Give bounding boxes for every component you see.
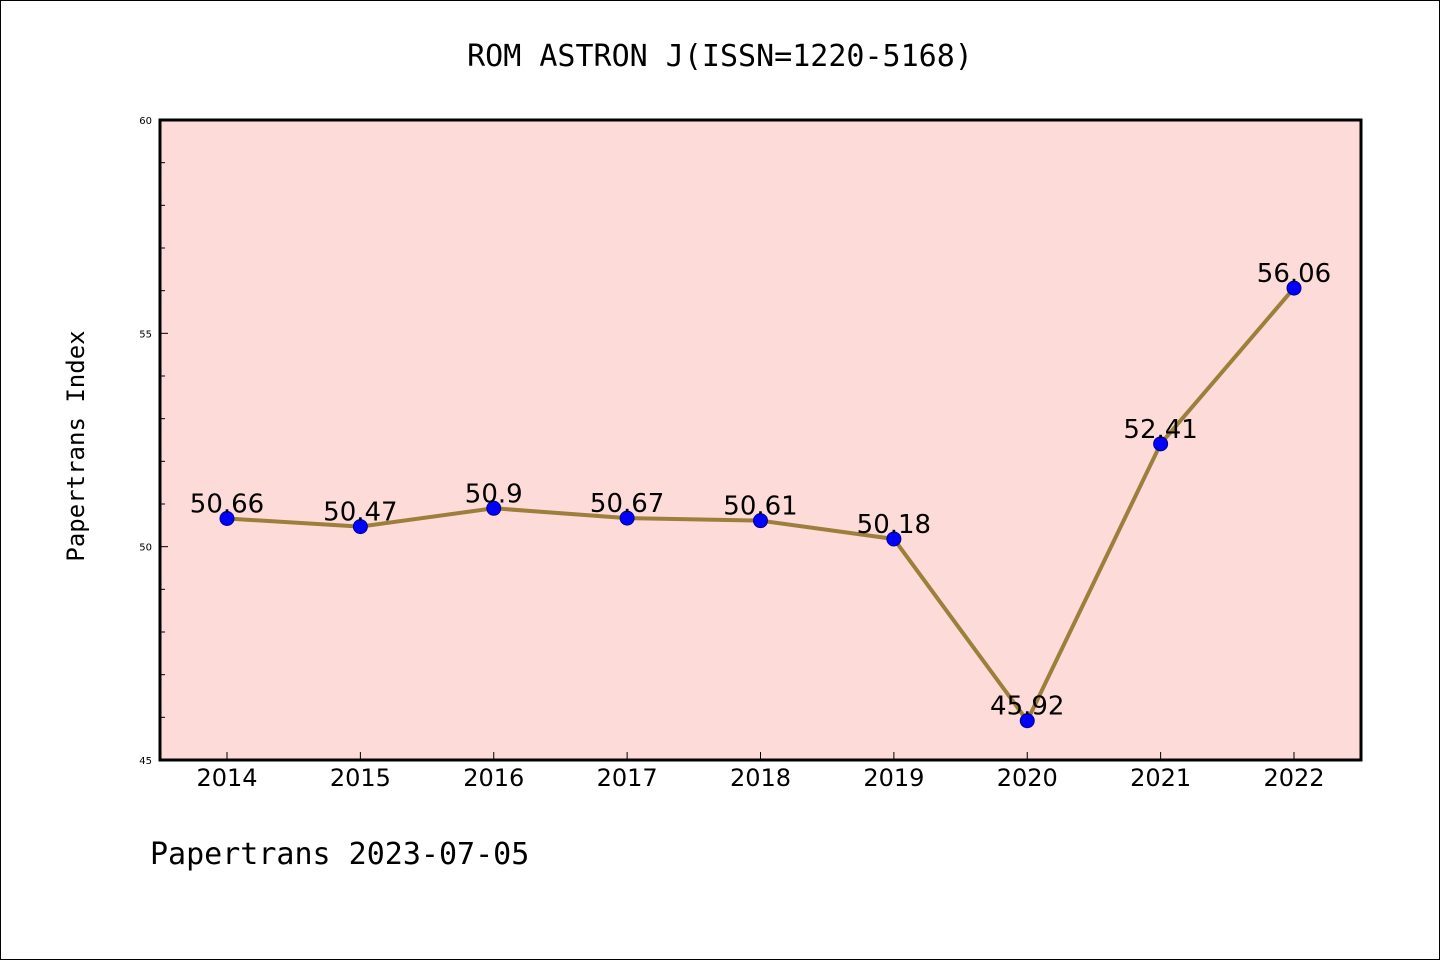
x-tick-label: 2014: [196, 764, 257, 792]
footer-date-stamp: Papertrans 2023-07-05: [150, 837, 529, 872]
data-point: [753, 513, 768, 529]
y-tick-label: 50: [139, 543, 152, 554]
x-tick-label: 2021: [1130, 764, 1191, 792]
x-tick-label: 2018: [730, 764, 791, 792]
data-label: 45.92: [990, 692, 1064, 722]
data-label: 50.47: [323, 498, 397, 528]
data-label: 52.41: [1123, 415, 1197, 445]
data-point: [1019, 713, 1035, 729]
data-label: 56.06: [1257, 259, 1331, 289]
data-label: 50.9: [465, 479, 523, 509]
data-point: [352, 519, 368, 535]
data-labels: 50.66 50.47 50.9 50.67 50.61 50.18 45.92 52.41 5…: [190, 259, 1331, 722]
data-markers: [219, 280, 1302, 729]
x-tick-label: 2019: [863, 764, 924, 792]
x-tick-label: 2016: [463, 764, 524, 792]
y-axis: 45 50 55 60: [139, 116, 168, 767]
y-tick-label: 60: [139, 116, 152, 127]
data-label: 50.61: [723, 492, 797, 522]
chart-title: ROM ASTRON J(ISSN=1220-5168): [467, 39, 973, 74]
x-tick-label: 2020: [997, 764, 1058, 792]
x-tick-label: 2022: [1263, 764, 1324, 792]
x-tick-label: 2015: [330, 764, 391, 792]
data-label: 50.66: [190, 490, 264, 520]
y-axis-label: Papertrans Index: [62, 330, 90, 561]
data-label: 50.67: [590, 489, 664, 519]
data-point: [886, 531, 902, 547]
x-axis: 2014 2015 2016 2017 2018 2019 2020 2021 2022: [196, 752, 1325, 792]
data-point: [619, 510, 635, 526]
data-label: 50.18: [857, 510, 931, 540]
data-point: [219, 511, 235, 527]
data-point: [1286, 280, 1302, 296]
y-tick-label: 45: [139, 756, 152, 767]
data-point: [1153, 436, 1169, 452]
data-point: [486, 500, 502, 516]
x-tick-label: 2017: [597, 764, 658, 792]
y-tick-label: 55: [139, 329, 152, 340]
